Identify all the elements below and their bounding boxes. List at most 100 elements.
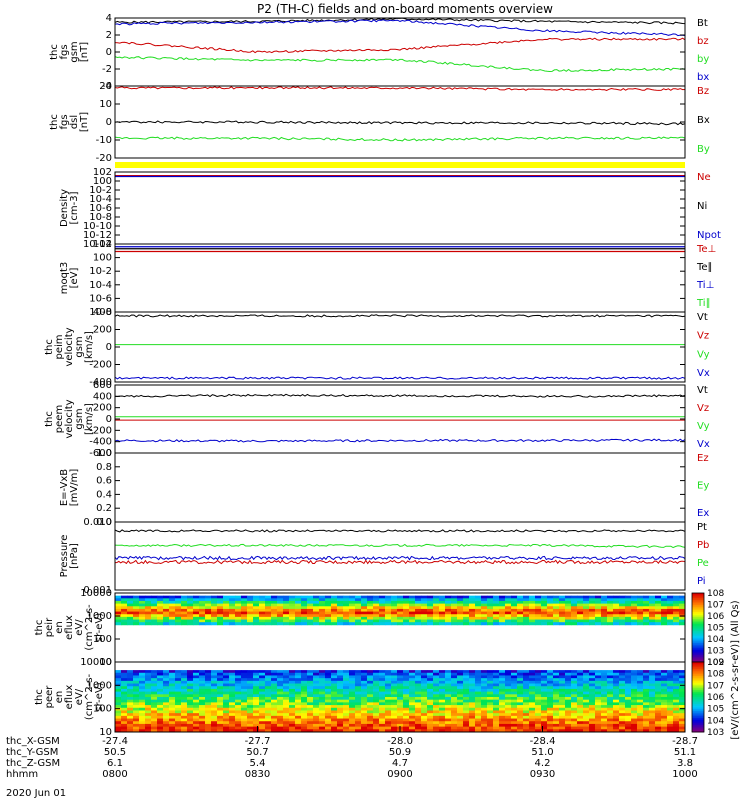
svg-text:[nPa]: [nPa] bbox=[69, 543, 80, 569]
series-line-by bbox=[114, 56, 686, 73]
x-tick-label: 4.2 bbox=[535, 758, 551, 769]
svg-text:moqt3: moqt3 bbox=[59, 262, 70, 295]
colorbar-tick-label: 109 bbox=[707, 658, 724, 668]
x-tick-label: -28.0 bbox=[387, 736, 413, 747]
legend-label: Vz bbox=[697, 403, 709, 414]
y-tick-label: -20 bbox=[96, 153, 112, 164]
y-tick-label: 10-8 bbox=[89, 307, 112, 318]
legend-label: Npot bbox=[697, 230, 721, 241]
colorbar-tick-label: 107 bbox=[707, 681, 724, 691]
colorbar-tick-label: 107 bbox=[707, 601, 724, 611]
series-line-Bx bbox=[114, 120, 686, 126]
series-line-Vx bbox=[114, 438, 686, 443]
svg-text:thc: thc bbox=[34, 620, 45, 636]
legend-label: Bx bbox=[697, 115, 710, 126]
x-tick-label: -27.7 bbox=[245, 736, 271, 747]
y-tick-label: 2 bbox=[106, 30, 112, 41]
panel-frame bbox=[114, 243, 686, 313]
x-tick-label: 51.1 bbox=[674, 747, 696, 758]
legend-label: Pi bbox=[697, 576, 706, 587]
x-tick-label: 51.0 bbox=[531, 747, 553, 758]
y-tick-label: 0.4 bbox=[96, 489, 112, 500]
svg-text:eV/: eV/ bbox=[74, 688, 85, 705]
y-tick-label: 0 bbox=[106, 47, 112, 58]
y-tick-label: 0.010 bbox=[83, 517, 112, 528]
svg-text:[mV/m]: [mV/m] bbox=[69, 469, 80, 507]
series-line-Pt bbox=[114, 529, 686, 533]
panel-frame bbox=[114, 521, 686, 591]
legend-label: Bt bbox=[697, 18, 708, 29]
y-tick-label: 10-12 bbox=[83, 230, 112, 241]
svg-text:[eV]: [eV] bbox=[69, 268, 80, 289]
y-tick-label: 0.6 bbox=[96, 476, 112, 487]
y-tick-label: 0.0 bbox=[96, 517, 112, 528]
y-axis-label: thc peir en eflux eV/(cm^2-s-sr-eV) bbox=[34, 604, 105, 651]
y-tick-label: 200 bbox=[93, 325, 112, 336]
panel-frame bbox=[114, 171, 686, 245]
x-tick-label: 4.7 bbox=[392, 758, 408, 769]
y-tick-label: 0.8 bbox=[96, 462, 112, 473]
colorbar-tick-label: 105 bbox=[707, 624, 724, 634]
svg-text:[km/s]: [km/s] bbox=[84, 331, 95, 363]
svg-text:E=-VxB: E=-VxB bbox=[59, 469, 70, 506]
y-axis-label: Density [cm-3] bbox=[59, 189, 80, 227]
svg-text:Density: Density bbox=[59, 189, 70, 227]
legend-label: Pe bbox=[697, 558, 709, 569]
legend-label: Vx bbox=[697, 368, 710, 379]
y-tick-label: 10000 bbox=[80, 588, 112, 599]
svg-text:fgs: fgs bbox=[59, 114, 70, 129]
svg-text:gsm: gsm bbox=[74, 336, 85, 357]
svg-text:[nT]: [nT] bbox=[79, 112, 90, 132]
colorbar-tick-label: 102 bbox=[707, 658, 724, 668]
legend-label: Ez bbox=[697, 453, 709, 464]
y-tick-label: 100 bbox=[93, 634, 112, 645]
svg-text:eflux: eflux bbox=[64, 615, 75, 640]
colorbar-tick-label: 108 bbox=[707, 589, 724, 599]
y-axis-label: Pressure [nPa] bbox=[59, 535, 80, 578]
series-line-Bz bbox=[114, 86, 686, 92]
y-tick-label: 100 bbox=[93, 704, 112, 715]
x-row-label: hhmm bbox=[6, 769, 38, 780]
svg-text:velocity: velocity bbox=[64, 327, 75, 366]
date-label: 2020 Jun 01 bbox=[6, 788, 66, 799]
panel-peim-velocity: -400 -200 0 200 400 thc peim velocity gsm [km/s] V… bbox=[44, 307, 710, 388]
colorbar-tick-label: 104 bbox=[707, 716, 724, 726]
series-line-bx bbox=[114, 19, 686, 37]
y-tick-label: 1000 bbox=[87, 680, 112, 691]
legend-label: Te∥ bbox=[696, 262, 713, 273]
legend-label: Vt bbox=[697, 312, 708, 323]
pressure-trace bbox=[114, 559, 686, 565]
panel-fgs-dsl: -20 -10 0 10 20 thc fgs dsl [nT] Bz Bx By bbox=[49, 81, 710, 164]
x-tick-label: 0830 bbox=[245, 769, 270, 780]
y-tick-label: 10 bbox=[99, 657, 112, 668]
svg-text:thc: thc bbox=[34, 689, 45, 705]
x-tick-label: 50.9 bbox=[389, 747, 411, 758]
y-tick-label: -2 bbox=[102, 64, 112, 75]
y-tick-label: -200 bbox=[89, 360, 112, 371]
svg-text:peir: peir bbox=[44, 617, 55, 637]
panel-temperature: 10-8 10-6 10-4 10-2 100 102 moqt3 [eV] Te⊥ Te∥ Ti⊥… bbox=[59, 239, 716, 318]
y-tick-label: 600 bbox=[93, 380, 112, 391]
y-tick-label: 10-6 bbox=[89, 293, 112, 304]
svg-text:gsm: gsm bbox=[69, 41, 80, 62]
panel-frame bbox=[114, 311, 686, 383]
series-line-bz bbox=[114, 37, 686, 54]
legend-label: Pb bbox=[697, 540, 709, 551]
y-tick-label: 0.001 bbox=[83, 585, 112, 596]
colorbar-tick-label: 108 bbox=[707, 670, 724, 680]
svg-text:[km/s]: [km/s] bbox=[84, 403, 95, 435]
y-axis-label: thc peer en eflux eV/(cm^2-s-sr-eV) bbox=[34, 673, 105, 720]
legend-label: Vy bbox=[697, 421, 710, 432]
y-tick-label: 10000 bbox=[80, 657, 112, 668]
series-line-By bbox=[114, 136, 686, 142]
plot-title: P2 (TH-C) fields and on-board moments ov… bbox=[257, 2, 553, 16]
y-tick-label: -400 bbox=[89, 437, 112, 448]
x-tick-label: 5.4 bbox=[250, 758, 266, 769]
y-axis-label: thc fgs gsm [nT] bbox=[49, 41, 90, 62]
panel-frame bbox=[114, 17, 686, 87]
legend-label: Ne bbox=[697, 172, 711, 183]
legend-label: Ti∥ bbox=[696, 298, 711, 309]
x-tick-label: 50.7 bbox=[246, 747, 268, 758]
